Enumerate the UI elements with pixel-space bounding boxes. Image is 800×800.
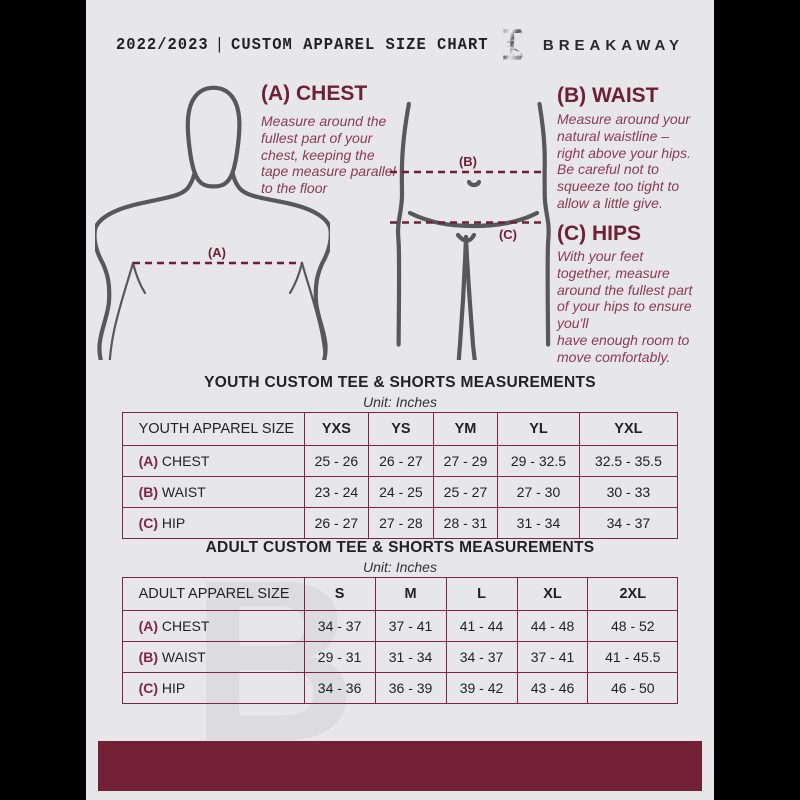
svg-text:(A): (A) bbox=[208, 245, 226, 260]
svg-text:(B): (B) bbox=[459, 154, 477, 169]
svg-text:(C): (C) bbox=[499, 227, 517, 242]
